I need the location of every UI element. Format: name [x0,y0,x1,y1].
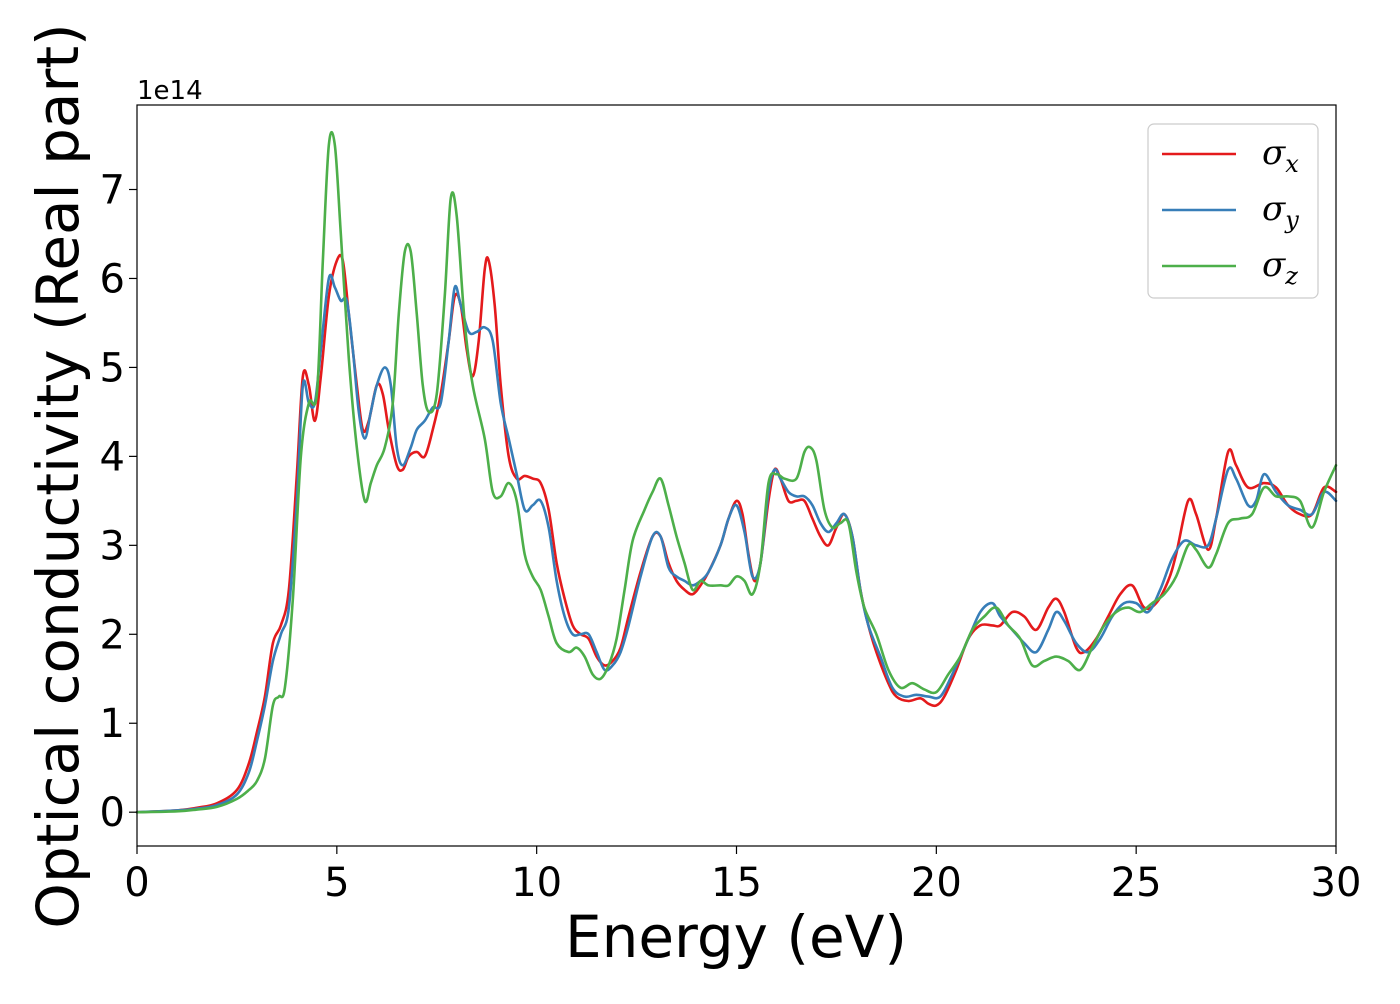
y-tick-label: 2 [100,612,125,658]
y-offset-label: 1e14 [137,76,203,106]
y-tick-label: 7 [100,168,125,214]
series-line-y [135,273,1338,814]
series-line-z [135,130,1338,814]
x-tick-label: 25 [1111,860,1162,906]
y-tick-label: 3 [100,523,125,569]
y-tick-label: 4 [100,434,125,480]
legend-label-y: σy [1262,189,1299,234]
legend: σx σy σz [1147,123,1319,299]
y-tick-label: 1 [100,701,125,747]
y-tick-label: 6 [100,256,125,302]
x-tick-label: 15 [711,860,762,906]
y-tick-label: 0 [100,790,125,836]
x-tick-label: 5 [324,860,349,906]
x-tick-label: 30 [1311,860,1362,906]
legend-label-z: σz [1262,245,1298,290]
y-axis-label: Optical conductivity (Real part) [24,23,92,928]
x-tick-label: 20 [911,860,962,906]
x-axis-label: Energy (eV) [565,903,907,971]
legend-entries: σx σy σz [1162,133,1299,290]
series-layer [135,130,1338,814]
y-axis-ticks: 0 1 2 3 4 5 6 7 [100,168,137,836]
x-tick-label: 0 [124,860,149,906]
y-tick-label: 5 [100,345,125,391]
x-tick-label: 10 [511,860,562,906]
plot-area [137,105,1336,846]
x-axis-ticks: 0 5 10 15 20 25 30 [124,846,1361,906]
legend-label-x: σx [1262,133,1299,178]
